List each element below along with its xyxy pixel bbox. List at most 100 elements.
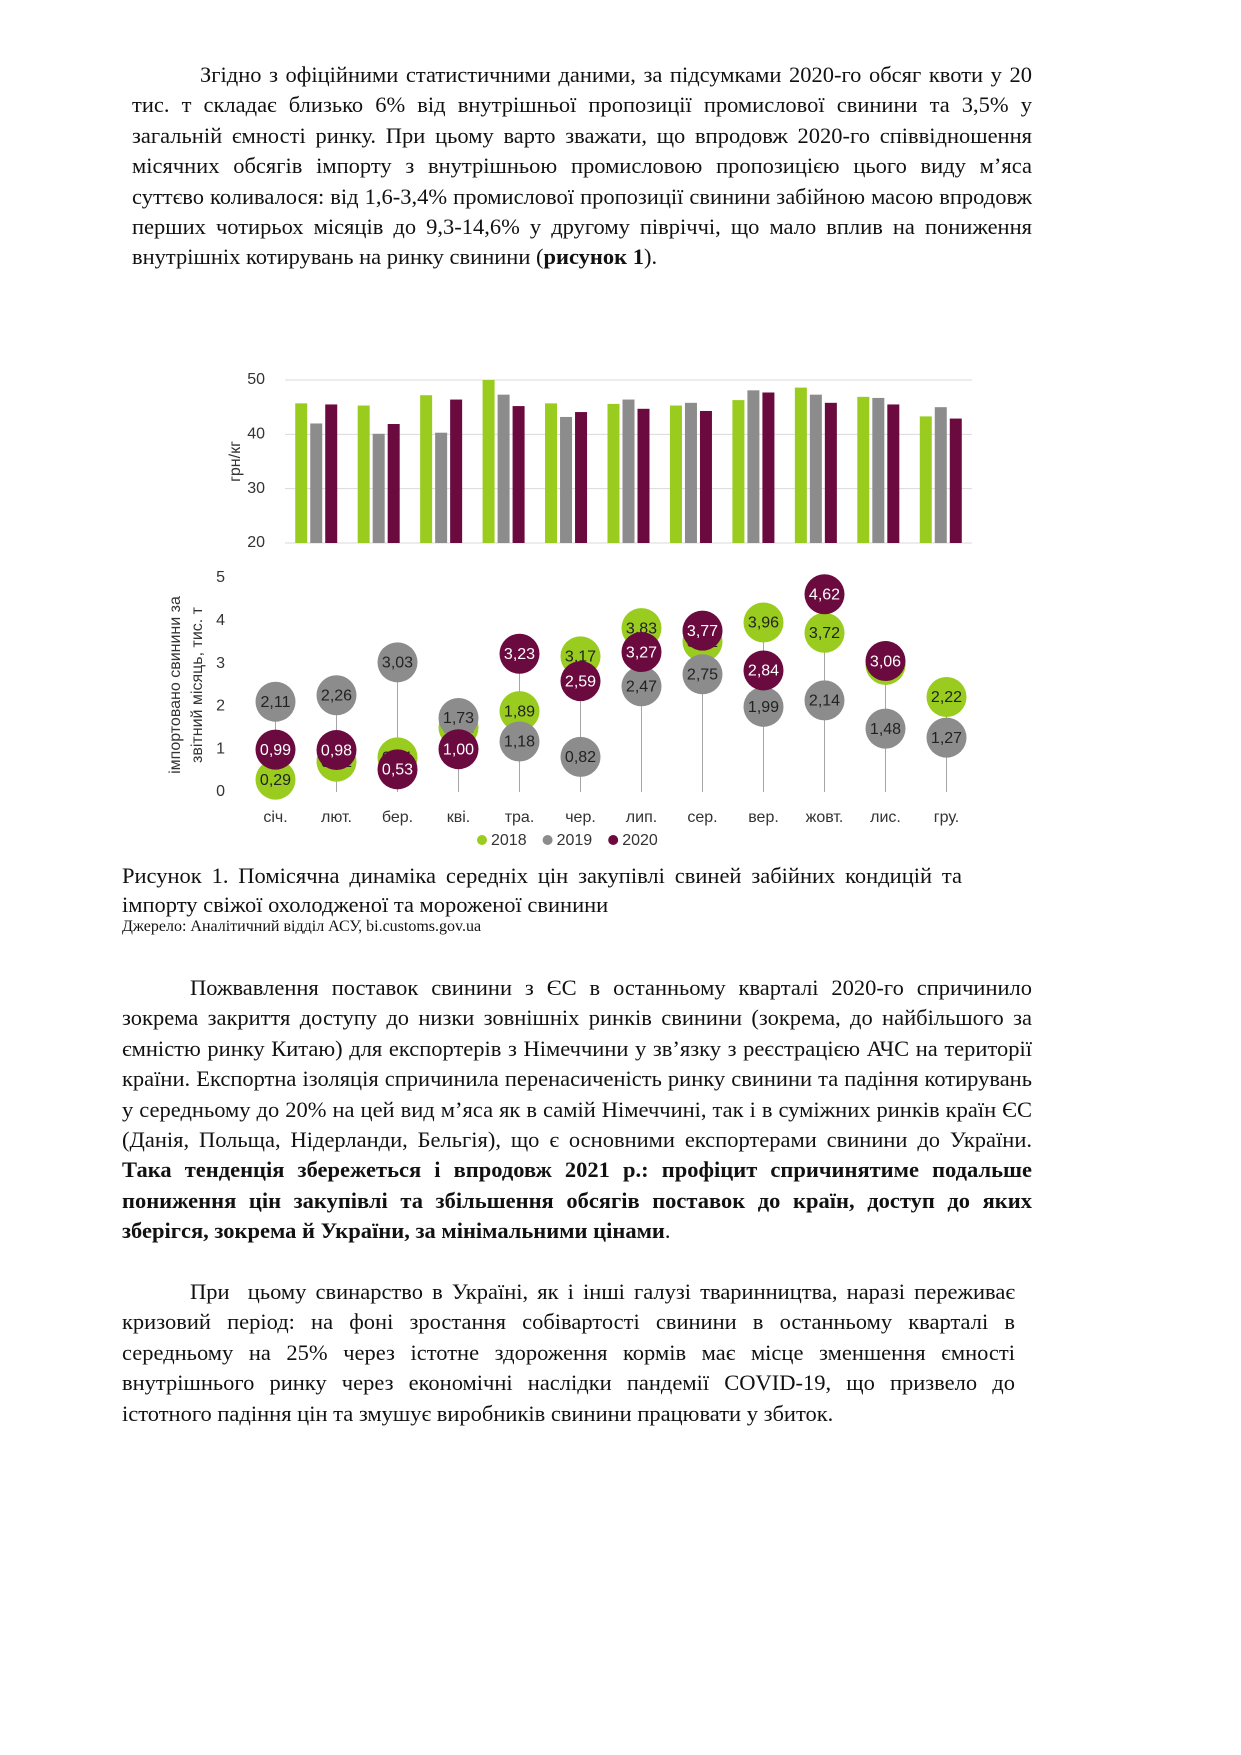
dot [438,729,479,770]
bar [949,418,962,543]
value-label: 0,53 [382,762,413,779]
y-axis-label: імпортовано свинини за [167,596,184,774]
value-label: 0,99 [260,742,291,759]
y-axis-label: звітний місяць, тис. т [189,606,206,763]
value-label: 2,47 [626,679,657,696]
value-label: 3,83 [626,620,657,637]
dot [804,680,845,721]
bar [607,403,620,543]
text-run: При цьому свинарство в Україні, як і інш… [122,1279,1021,1426]
value-label: 2,26 [321,687,352,704]
y-tick-label: 1 [216,740,225,757]
figure-chart: 20 30 40 50 грн/кг 0 1 2 3 4 5 імпортовано свинини … [167,371,972,849]
bar [545,403,558,543]
bar [512,406,525,543]
value-label: 3,72 [809,625,840,642]
value-label: 1,27 [931,730,962,747]
x-tick-label: сер. [687,809,717,826]
y-tick-label: 5 [216,569,225,586]
y-tick-label: 3 [216,655,225,672]
value-label: 0,98 [321,742,352,759]
value-label: 1,00 [443,741,474,758]
x-tick-label: чер. [565,809,596,826]
bar [295,403,308,543]
bar [325,404,338,543]
legend-label: 2018 [491,832,527,849]
x-tick-label: лип. [626,809,657,826]
bar [560,416,573,543]
bar [762,392,775,543]
dot [438,697,479,738]
dot [743,686,784,727]
bold-run: рисунок 1 [543,244,644,270]
dot [621,632,662,673]
y-tick-label: 30 [247,480,265,497]
value-label: 3,17 [565,649,596,666]
bar [809,394,822,543]
bar [357,405,370,543]
bar [497,394,510,543]
dot [499,691,540,732]
dot [926,717,967,758]
x-tick-label: бер. [382,809,413,826]
value-label: 0,82 [565,749,596,766]
value-label: 4,62 [809,586,840,603]
bar [857,396,870,543]
value-label: 2,84 [748,663,779,680]
figure-source: Джерело: Аналітичний відділ АСУ, bi.cust… [122,918,482,935]
y-tick-label: 20 [247,534,265,551]
bar [934,407,947,543]
value-label: 3,06 [870,653,901,670]
bar [420,395,433,543]
bar [747,390,760,543]
dot [560,736,601,777]
bar [622,399,635,543]
x-tick-label: вер. [748,809,779,826]
dot [316,675,357,716]
value-label: 3,27 [626,644,657,661]
dot [255,681,296,722]
dot [682,610,723,651]
value-label: 1,73 [443,710,474,727]
dot [743,602,784,643]
paragraph: Пожвавлення поставок свинини з ЄС в оста… [122,973,1032,1247]
dot [377,642,418,683]
bar [372,433,385,543]
legend-marker [608,835,619,845]
bar [669,405,682,543]
y-tick-label: 0 [216,783,225,800]
bold-run: Така тенденція збережеться і впродовж 20… [122,1157,1038,1244]
y-tick-label: 50 [247,371,265,388]
value-label: 1,99 [748,699,779,716]
text-run: Пожвавлення поставок свинини з ЄС в оста… [122,975,1038,1153]
value-label: 2,11 [261,694,291,711]
paragraph: При цьому свинарство в Україні, як і інш… [122,1277,1015,1429]
value-label: 2,14 [809,693,840,710]
value-label: 2,22 [931,689,962,706]
dot [743,650,784,691]
value-label: 1,89 [504,703,535,720]
dot [865,641,906,682]
text-run: ). [643,244,658,270]
text-run: . [664,1218,671,1244]
dot [682,654,723,695]
x-tick-label: тра. [505,809,535,826]
bar [482,380,495,543]
bar [732,400,745,543]
value-label: 1,18 [504,734,535,751]
value-label: 2,75 [687,667,718,684]
dot [255,729,296,770]
dot [926,676,967,717]
dot [316,730,357,771]
bar [637,408,650,543]
y-tick-label: 4 [216,612,225,629]
bar [699,410,712,543]
x-tick-label: січ. [263,809,287,826]
x-tick-label: лис. [870,809,901,826]
y-tick-label: 2 [216,698,225,715]
dot [804,612,845,653]
legend-label: 2020 [622,832,658,849]
bar [872,397,885,543]
figure-caption: Рисунок 1. Помісячна динаміка середніх ц… [122,863,962,917]
